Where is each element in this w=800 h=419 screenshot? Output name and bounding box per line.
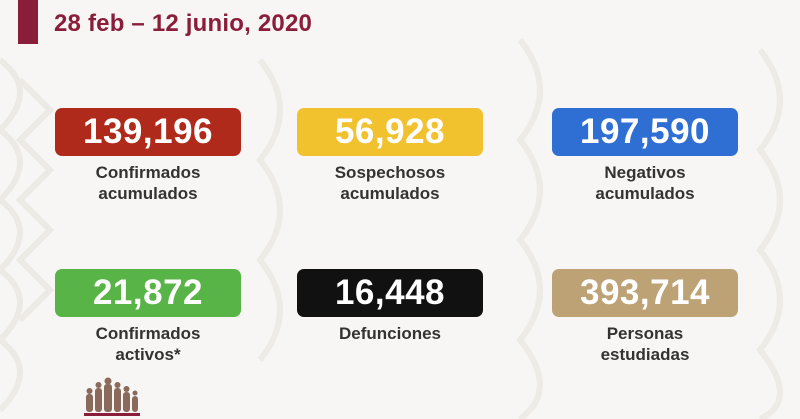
stat-label-line1: Sospechosos bbox=[334, 163, 446, 182]
stat-negativos-acumulados: 197,590 Negativos acumulados bbox=[550, 108, 740, 204]
stat-label-line2: acumulados bbox=[340, 184, 440, 203]
stat-label-line1: Confirmados bbox=[95, 163, 201, 182]
stat-label-line1: Defunciones bbox=[338, 324, 442, 343]
stat-label: Personas estudiadas bbox=[550, 323, 740, 365]
stat-label-line2: acumulados bbox=[98, 184, 198, 203]
stat-label: Defunciones bbox=[295, 323, 485, 344]
date-range-title: 28 feb – 12 junio, 2020 bbox=[54, 10, 313, 37]
heroes-logo-icon bbox=[84, 377, 140, 416]
stat-label: Confirmados activos* bbox=[53, 323, 243, 365]
stat-value-box: 16,448 bbox=[297, 269, 483, 317]
stat-defunciones: 16,448 Defunciones bbox=[295, 269, 485, 344]
stat-confirmados-activos: 21,872 Confirmados activos* bbox=[53, 269, 243, 365]
stat-value-box: 393,714 bbox=[552, 269, 738, 317]
stat-personas-estudiadas: 393,714 Personas estudiadas bbox=[550, 269, 740, 365]
stat-value-box: 139,196 bbox=[55, 108, 241, 156]
stat-label-line2: estudiadas bbox=[600, 345, 690, 364]
header-accent-bar bbox=[18, 0, 38, 44]
stat-value-box: 56,928 bbox=[297, 108, 483, 156]
stat-label-line2: acumulados bbox=[595, 184, 695, 203]
stat-label: Sospechosos acumulados bbox=[295, 162, 485, 204]
stat-label-line1: Confirmados bbox=[95, 324, 201, 343]
stat-label: Negativos acumulados bbox=[550, 162, 740, 204]
stat-value-box: 197,590 bbox=[552, 108, 738, 156]
stat-label-line2: activos* bbox=[115, 345, 181, 364]
stat-label: Confirmados acumulados bbox=[53, 162, 243, 204]
stat-value-box: 21,872 bbox=[55, 269, 241, 317]
stat-label-line1: Negativos bbox=[604, 163, 686, 182]
stat-sospechosos-acumulados: 56,928 Sospechosos acumulados bbox=[295, 108, 485, 204]
stat-confirmados-acumulados: 139,196 Confirmados acumulados bbox=[53, 108, 243, 204]
stat-label-line1: Personas bbox=[606, 324, 684, 343]
